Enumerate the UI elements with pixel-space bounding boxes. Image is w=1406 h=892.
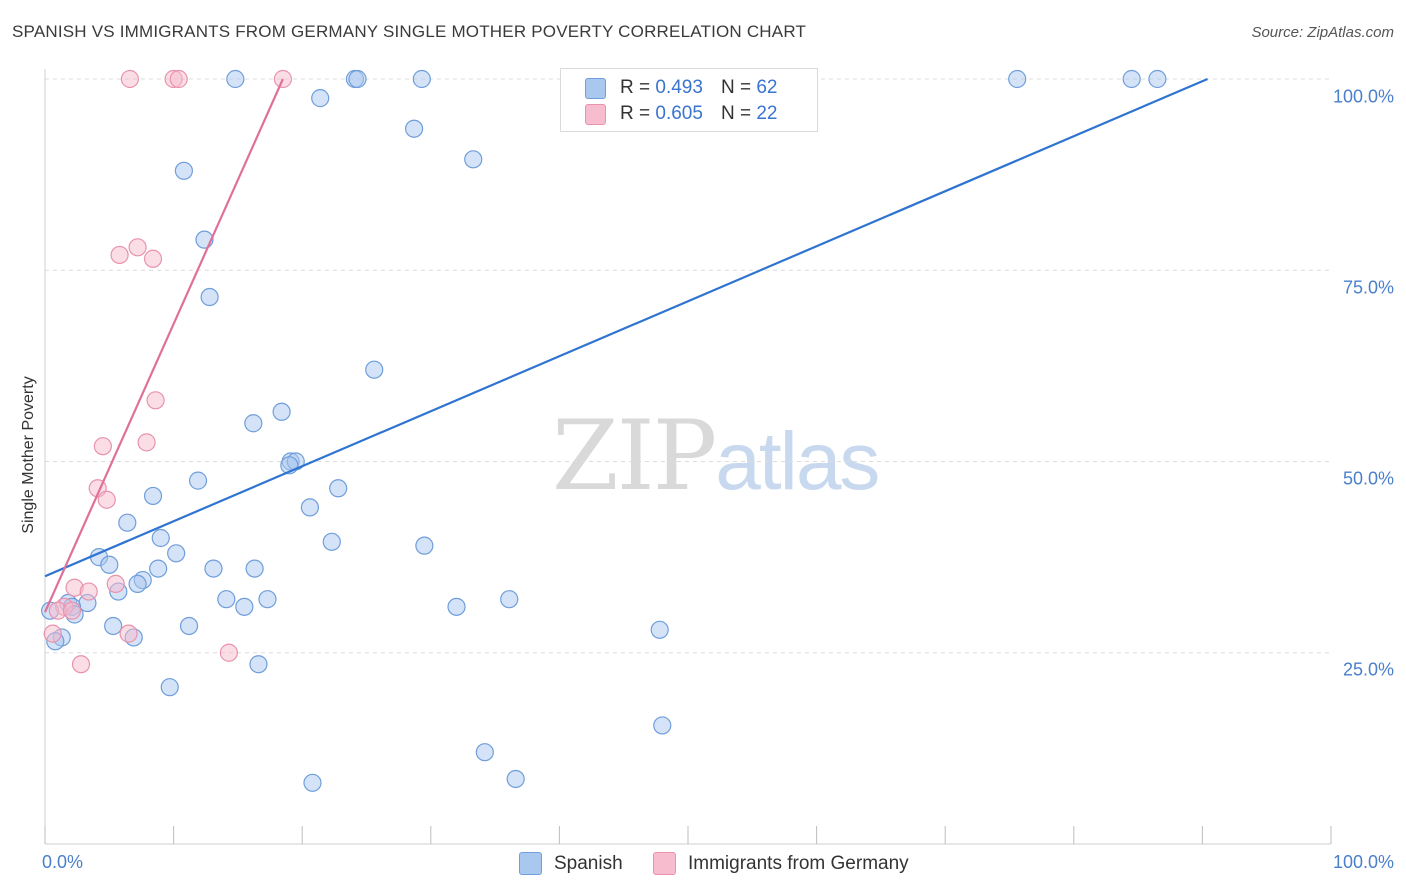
grid-lines bbox=[45, 78, 1331, 654]
spanish-point-3 bbox=[412, 69, 431, 89]
spanish-point-22 bbox=[329, 479, 348, 498]
spanish-trend-line bbox=[44, 77, 1208, 578]
spanish-point-16 bbox=[244, 414, 263, 433]
chart-title: SPANISH VS IMMIGRANTS FROM GERMANY SINGL… bbox=[12, 22, 807, 41]
bottom-legend-germany: Immigrants from Germany bbox=[653, 852, 909, 875]
spanish-point-56 bbox=[653, 716, 672, 735]
spanish-point-29 bbox=[167, 544, 186, 563]
spanish-point-54 bbox=[249, 655, 268, 674]
spanish-point-11 bbox=[464, 150, 483, 169]
germany-point-21 bbox=[71, 655, 91, 674]
germany-point-5 bbox=[110, 245, 129, 265]
legend-swatch-spanish bbox=[585, 77, 606, 99]
germany-point-11 bbox=[97, 490, 116, 509]
spanish-point-50 bbox=[650, 620, 669, 639]
germany-point-9 bbox=[137, 433, 156, 452]
germany-point-6 bbox=[143, 249, 163, 268]
x-tick-label-0: 0.0% bbox=[42, 852, 84, 872]
spanish-point-27 bbox=[322, 532, 341, 551]
bottom-legend-label-spanish: Spanish bbox=[554, 852, 623, 874]
spanish-point-7 bbox=[1122, 69, 1141, 89]
germany-trend-line bbox=[43, 78, 284, 613]
spanish-point-39 bbox=[258, 590, 277, 609]
germany-point-17 bbox=[62, 601, 82, 620]
legend-row-germany: R = 0.605 N = 22 bbox=[585, 102, 777, 126]
spanish-point-44 bbox=[235, 597, 254, 616]
spanish-point-28 bbox=[415, 536, 434, 555]
y-tick-label-25: 25.0% bbox=[1342, 659, 1394, 680]
source-credit: Source: ZipAtlas.com bbox=[1251, 24, 1394, 41]
germany-point-7 bbox=[146, 391, 165, 410]
legend-n-value: 62 bbox=[756, 77, 778, 98]
legend-swatch-germany bbox=[585, 103, 606, 125]
germany-point-19 bbox=[43, 624, 62, 643]
spanish-point-24 bbox=[300, 498, 320, 517]
legend-r-value: 0.605 bbox=[655, 103, 703, 124]
correlation-legend: R = 0.493 N = 62 R = 0.605 N = 22 bbox=[560, 68, 818, 132]
spanish-point-58 bbox=[506, 769, 525, 789]
spanish-point-21 bbox=[188, 471, 208, 490]
bottom-legend-label-germany: Immigrants from Germany bbox=[688, 852, 909, 874]
spanish-point-32 bbox=[204, 559, 223, 578]
spanish-point-26 bbox=[151, 528, 170, 548]
y-tick-label-50: 50.0% bbox=[1342, 468, 1394, 489]
germany-points bbox=[43, 69, 293, 674]
legend-n-label: N = bbox=[720, 103, 752, 124]
germany-point-20 bbox=[219, 643, 238, 662]
axes bbox=[44, 69, 1332, 845]
spanish-point-10 bbox=[404, 119, 424, 138]
spanish-point-14 bbox=[200, 287, 219, 307]
legend-r-value: 0.493 bbox=[655, 77, 703, 98]
watermark: ZIPatlas bbox=[552, 400, 880, 512]
spanish-point-0 bbox=[226, 69, 245, 89]
germany-point-8 bbox=[93, 437, 112, 456]
spanish-points bbox=[41, 69, 1167, 792]
spanish-point-33 bbox=[245, 559, 264, 578]
legend-row-spanish: R = 0.493 N = 62 bbox=[585, 76, 777, 100]
spanish-point-38 bbox=[217, 590, 236, 609]
bottom-legend-spanish: Spanish bbox=[519, 852, 623, 875]
bottom-legend-swatch-germany bbox=[653, 852, 676, 875]
spanish-point-45 bbox=[447, 597, 466, 616]
bottom-legend-swatch-spanish bbox=[519, 852, 542, 875]
legend-n-value: 22 bbox=[756, 103, 778, 124]
legend-n-label: N = bbox=[720, 77, 752, 98]
trend-lines bbox=[43, 77, 1208, 613]
spanish-point-49 bbox=[104, 616, 123, 636]
y-tick-label-100: 100.0% bbox=[1332, 86, 1394, 107]
spanish-point-31 bbox=[100, 555, 119, 574]
germany-point-14 bbox=[79, 582, 98, 601]
spanish-point-17 bbox=[272, 402, 291, 421]
spanish-point-36 bbox=[128, 574, 147, 594]
germany-point-12 bbox=[106, 574, 125, 594]
y-tick-label-75: 75.0% bbox=[1342, 277, 1394, 298]
x-tick-label-100: 100.0% bbox=[1332, 852, 1394, 872]
spanish-point-6 bbox=[1008, 69, 1027, 89]
spanish-point-40 bbox=[500, 590, 519, 609]
spanish-point-34 bbox=[149, 559, 168, 578]
watermark-zip: ZIP bbox=[552, 400, 717, 512]
spanish-point-15 bbox=[365, 360, 384, 379]
spanish-point-25 bbox=[118, 513, 137, 532]
spanish-point-12 bbox=[174, 161, 193, 180]
spanish-point-55 bbox=[160, 678, 179, 697]
germany-point-18 bbox=[119, 624, 138, 643]
spanish-point-9 bbox=[311, 89, 330, 108]
spanish-point-48 bbox=[179, 616, 199, 636]
spanish-point-2 bbox=[348, 69, 367, 89]
spanish-point-8 bbox=[1148, 69, 1167, 89]
germany-point-2 bbox=[169, 69, 188, 89]
spanish-point-57 bbox=[475, 743, 494, 762]
spanish-point-23 bbox=[143, 486, 163, 506]
germany-point-4 bbox=[128, 238, 147, 257]
spanish-point-59 bbox=[303, 773, 322, 792]
germany-point-0 bbox=[120, 69, 139, 89]
legend-r-label: R = bbox=[620, 103, 651, 124]
legend-r-label: R = bbox=[620, 77, 651, 98]
